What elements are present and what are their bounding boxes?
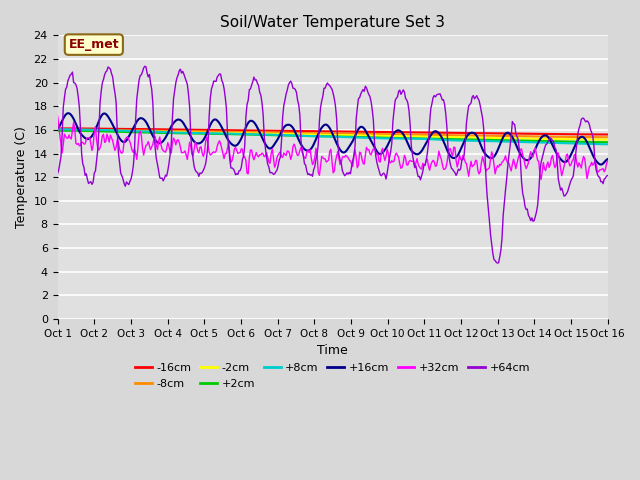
+16cm — [554, 153, 562, 159]
+16cm — [64, 110, 72, 116]
+8cm — [54, 126, 61, 132]
+64cm — [604, 173, 612, 179]
-8cm — [225, 129, 232, 135]
-2cm — [54, 127, 61, 133]
-8cm — [388, 132, 396, 137]
Title: Soil/Water Temperature Set 3: Soil/Water Temperature Set 3 — [220, 15, 445, 30]
+16cm — [459, 141, 467, 147]
-2cm — [458, 134, 466, 140]
-8cm — [362, 131, 369, 137]
-2cm — [604, 137, 612, 143]
+8cm — [388, 135, 396, 141]
-16cm — [554, 131, 561, 137]
X-axis label: Time: Time — [317, 344, 348, 357]
+32cm — [54, 113, 61, 119]
+32cm — [537, 177, 545, 182]
-2cm — [285, 132, 293, 137]
+32cm — [388, 158, 396, 164]
+16cm — [363, 130, 371, 135]
+2cm — [388, 135, 396, 141]
+64cm — [287, 78, 294, 84]
-16cm — [54, 125, 61, 131]
-2cm — [362, 132, 369, 138]
Line: -2cm: -2cm — [58, 130, 608, 140]
+2cm — [458, 136, 466, 142]
+8cm — [458, 138, 466, 144]
+64cm — [493, 260, 501, 266]
+8cm — [285, 132, 293, 138]
+2cm — [225, 131, 232, 137]
-8cm — [554, 134, 561, 140]
Text: EE_met: EE_met — [68, 38, 119, 51]
+64cm — [141, 63, 148, 69]
Line: +16cm: +16cm — [58, 113, 608, 165]
Line: -8cm: -8cm — [58, 130, 608, 137]
+8cm — [604, 142, 612, 147]
+16cm — [287, 122, 294, 128]
-16cm — [362, 129, 369, 135]
-8cm — [54, 127, 61, 132]
+2cm — [554, 138, 561, 144]
+8cm — [225, 131, 232, 136]
Line: +64cm: +64cm — [58, 66, 608, 263]
+32cm — [362, 152, 369, 158]
+64cm — [54, 171, 61, 177]
Line: +2cm: +2cm — [58, 131, 608, 142]
+64cm — [556, 182, 563, 188]
Legend: -16cm, -8cm, -2cm, +2cm, +8cm, +16cm, +32cm, +64cm: -16cm, -8cm, -2cm, +2cm, +8cm, +16cm, +3… — [131, 359, 534, 393]
+64cm — [459, 156, 467, 162]
-2cm — [225, 130, 232, 136]
+2cm — [604, 139, 612, 145]
+32cm — [554, 150, 562, 156]
+32cm — [458, 157, 466, 163]
+32cm — [285, 151, 293, 156]
-16cm — [604, 132, 612, 137]
+2cm — [285, 133, 293, 139]
-2cm — [388, 133, 396, 139]
+8cm — [554, 140, 561, 146]
+16cm — [597, 162, 605, 168]
-16cm — [285, 128, 293, 134]
+8cm — [362, 135, 369, 141]
+2cm — [54, 128, 61, 133]
-16cm — [388, 129, 396, 135]
+64cm — [363, 85, 371, 91]
Y-axis label: Temperature (C): Temperature (C) — [15, 126, 28, 228]
+16cm — [226, 139, 234, 145]
Line: +32cm: +32cm — [58, 116, 608, 180]
-8cm — [604, 134, 612, 140]
+32cm — [225, 139, 232, 145]
-8cm — [285, 130, 293, 136]
+2cm — [362, 134, 369, 140]
-16cm — [458, 130, 466, 136]
+16cm — [604, 156, 612, 162]
+64cm — [226, 157, 234, 163]
-2cm — [554, 136, 561, 142]
+64cm — [389, 119, 397, 124]
+16cm — [389, 132, 397, 138]
+32cm — [604, 158, 612, 164]
-16cm — [225, 127, 232, 133]
Line: +8cm: +8cm — [58, 129, 608, 144]
-8cm — [458, 132, 466, 138]
+16cm — [54, 125, 61, 131]
Line: -16cm: -16cm — [58, 128, 608, 134]
